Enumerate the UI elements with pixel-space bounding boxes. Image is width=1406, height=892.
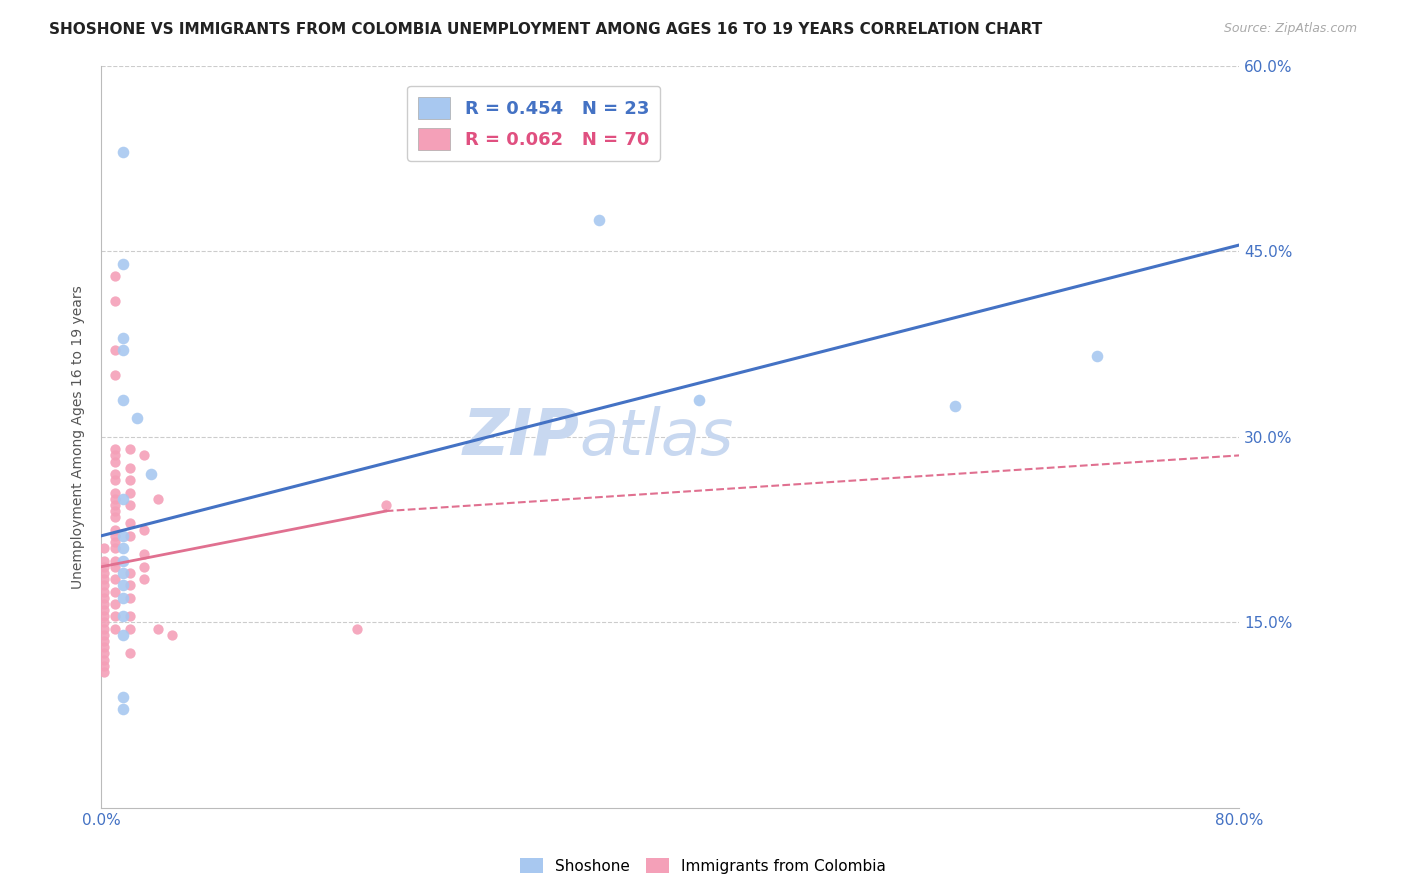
Point	[104, 597, 127, 611]
Point	[104, 368, 127, 382]
Point	[111, 343, 134, 358]
Point	[104, 442, 127, 457]
Point	[118, 622, 141, 636]
Point	[104, 523, 127, 537]
Point	[104, 454, 127, 468]
Point	[111, 566, 134, 580]
Point	[104, 504, 127, 518]
Point	[93, 591, 115, 605]
Legend: Shoshone, Immigrants from Colombia: Shoshone, Immigrants from Colombia	[515, 852, 891, 880]
Legend: R = 0.454   N = 23, R = 0.062   N = 70: R = 0.454 N = 23, R = 0.062 N = 70	[408, 86, 661, 161]
Point	[111, 257, 134, 271]
Point	[104, 529, 127, 543]
Text: atlas: atlas	[579, 406, 734, 467]
Point	[146, 622, 169, 636]
Point	[111, 702, 134, 716]
Point	[132, 523, 155, 537]
Point	[118, 473, 141, 487]
Point	[93, 553, 115, 567]
Point	[104, 622, 127, 636]
Point	[1085, 350, 1108, 364]
Point	[111, 553, 134, 567]
Point	[104, 449, 127, 463]
Point	[118, 591, 141, 605]
Point	[93, 584, 115, 599]
Point	[111, 145, 134, 160]
Point	[111, 690, 134, 704]
Point	[104, 268, 127, 283]
Point	[104, 293, 127, 308]
Point	[93, 615, 115, 630]
Point	[125, 411, 148, 425]
Point	[118, 498, 141, 512]
Text: SHOSHONE VS IMMIGRANTS FROM COLOMBIA UNEMPLOYMENT AMONG AGES 16 TO 19 YEARS CORR: SHOSHONE VS IMMIGRANTS FROM COLOMBIA UNE…	[49, 22, 1042, 37]
Point	[132, 449, 155, 463]
Point	[111, 609, 134, 624]
Point	[93, 647, 115, 661]
Point	[132, 548, 155, 562]
Point	[111, 491, 134, 506]
Point	[93, 640, 115, 655]
Text: Source: ZipAtlas.com: Source: ZipAtlas.com	[1223, 22, 1357, 36]
Point	[111, 331, 134, 345]
Point	[132, 572, 155, 586]
Text: ZIP: ZIP	[463, 406, 579, 467]
Point	[104, 498, 127, 512]
Point	[93, 665, 115, 679]
Point	[93, 634, 115, 648]
Point	[104, 584, 127, 599]
Point	[93, 652, 115, 666]
Point	[104, 510, 127, 524]
Point	[688, 392, 710, 407]
Point	[139, 467, 162, 481]
Point	[588, 213, 610, 227]
Point	[111, 529, 134, 543]
Point	[118, 609, 141, 624]
Point	[104, 553, 127, 567]
Point	[118, 529, 141, 543]
Point	[104, 485, 127, 500]
Point	[93, 572, 115, 586]
Point	[104, 572, 127, 586]
Point	[104, 609, 127, 624]
Point	[118, 516, 141, 531]
Point	[93, 541, 115, 556]
Point	[118, 647, 141, 661]
Point	[93, 578, 115, 592]
Point	[118, 485, 141, 500]
Point	[93, 622, 115, 636]
Y-axis label: Unemployment Among Ages 16 to 19 years: Unemployment Among Ages 16 to 19 years	[72, 285, 86, 589]
Point	[93, 597, 115, 611]
Point	[118, 578, 141, 592]
Point	[374, 498, 396, 512]
Point	[93, 609, 115, 624]
Point	[111, 578, 134, 592]
Point	[104, 491, 127, 506]
Point	[943, 399, 966, 413]
Point	[132, 559, 155, 574]
Point	[111, 591, 134, 605]
Point	[146, 491, 169, 506]
Point	[111, 392, 134, 407]
Point	[162, 628, 184, 642]
Point	[104, 541, 127, 556]
Point	[104, 343, 127, 358]
Point	[93, 603, 115, 617]
Point	[93, 559, 115, 574]
Point	[111, 541, 134, 556]
Point	[93, 628, 115, 642]
Point	[118, 460, 141, 475]
Point	[104, 473, 127, 487]
Point	[104, 535, 127, 549]
Point	[93, 658, 115, 673]
Point	[118, 442, 141, 457]
Point	[104, 559, 127, 574]
Point	[346, 622, 368, 636]
Point	[118, 566, 141, 580]
Point	[93, 566, 115, 580]
Point	[111, 628, 134, 642]
Point	[104, 467, 127, 481]
